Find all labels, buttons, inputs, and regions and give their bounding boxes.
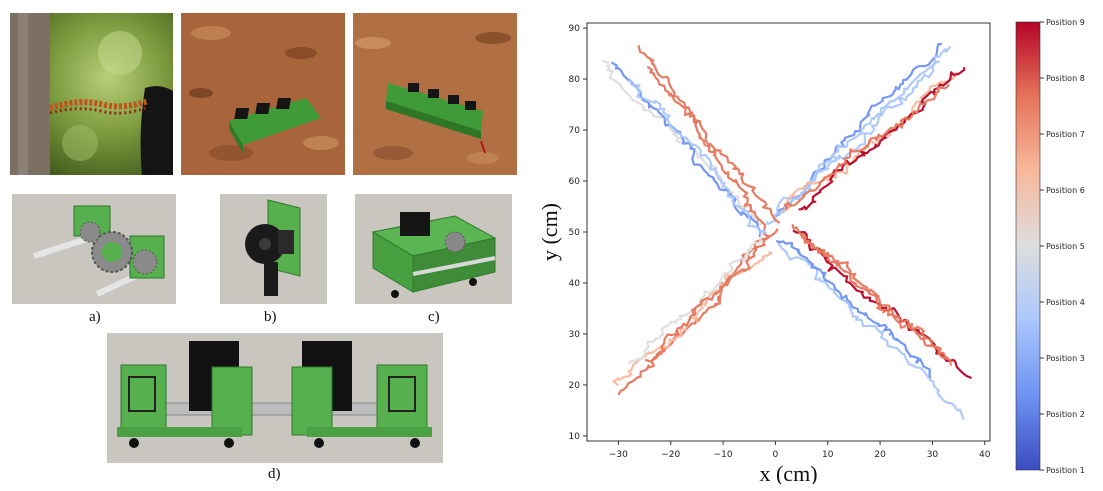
subfigure-label-b: b) (264, 309, 277, 325)
render-full-robot (107, 333, 443, 463)
y-axis-label: y (cm) (537, 203, 562, 261)
x-tick-label: −10 (714, 450, 733, 460)
trajectory-line (775, 240, 932, 379)
x-tick-label: −20 (661, 450, 680, 460)
y-tick-label: 50 (569, 228, 581, 238)
trajectory-line (628, 78, 767, 235)
colorbar-label: Position 2 (1046, 410, 1085, 419)
y-tick-label: 80 (569, 75, 581, 85)
trajectory-plot: −30 −20 −10 0 10 20 30 40 10 20 30 40 50 60 70 80 90 x (c… (537, 18, 1085, 484)
colorbar-label: Position 5 (1046, 242, 1085, 251)
photo-ant-bridge (10, 13, 173, 175)
trajectory-line (646, 66, 770, 238)
colorbar-label: Position 3 (1046, 354, 1085, 363)
trajectory-line (791, 224, 948, 360)
trajectory-line (644, 228, 779, 363)
x-tick-label: 40 (979, 450, 991, 460)
trajectory-line (783, 83, 950, 211)
subfigure-label-a: a) (89, 309, 101, 325)
trajectory-line (637, 45, 780, 224)
trajectory-line (777, 241, 965, 420)
x-tick-label: 20 (874, 450, 886, 460)
subfigure-label-d: d) (268, 466, 281, 482)
colorbar (1015, 21, 1041, 471)
x-tick-label: 30 (927, 450, 939, 460)
y-tick-label: 40 (569, 279, 581, 289)
trajectory-line (612, 251, 773, 386)
trajectory-line (776, 60, 940, 214)
y-tick-label: 60 (569, 177, 581, 187)
trajectory-line (792, 229, 972, 379)
render-module-assembly (355, 194, 512, 304)
x-tick-label: −30 (609, 450, 628, 460)
subfigure-label-c: c) (428, 309, 440, 325)
y-tick-label: 90 (569, 24, 581, 34)
y-tick-label: 70 (569, 126, 581, 136)
x-axis-label: x (cm) (759, 461, 817, 484)
x-tick-label: 10 (822, 450, 834, 460)
colorbar-label: Position 7 (1046, 130, 1085, 139)
colorbar-label: Position 6 (1046, 186, 1085, 195)
colorbar-label: Position 9 (1046, 18, 1085, 27)
colorbar-label: Position 4 (1046, 298, 1085, 307)
colorbar-label: Position 1 (1046, 466, 1085, 475)
trajectory-line (801, 232, 952, 366)
render-motor-mount (220, 194, 327, 304)
x-tick-label: 0 (773, 450, 779, 460)
photo-robot-on-terrain-1 (181, 13, 345, 175)
render-gear-module (12, 194, 176, 304)
photo-robot-on-terrain-2 (353, 13, 517, 175)
y-tick-label: 10 (569, 432, 581, 442)
y-tick-label: 20 (569, 381, 581, 391)
y-tick-label: 30 (569, 330, 581, 340)
colorbar-label: Position 8 (1046, 74, 1085, 83)
